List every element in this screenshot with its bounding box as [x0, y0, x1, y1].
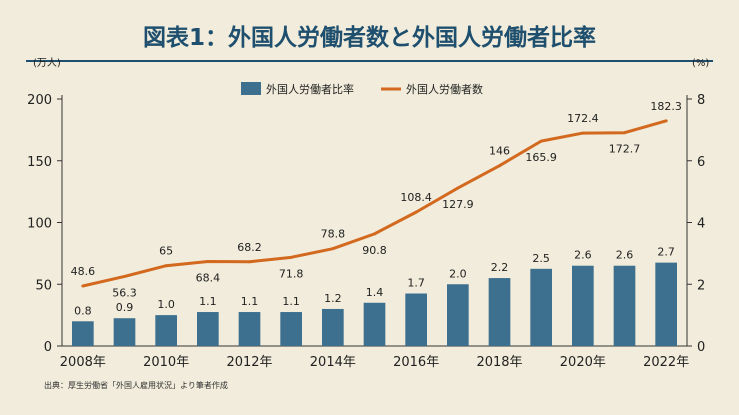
- ratio-bar: [113, 318, 136, 346]
- right-tick-label: 8: [697, 93, 705, 108]
- chart-title: 図表1：外国人労働者数と外国人労働者比率: [142, 25, 596, 51]
- workers-point: [414, 210, 418, 214]
- x-tick-label: 2018年: [476, 355, 522, 370]
- x-tick-label: 2020年: [560, 355, 606, 370]
- workers-point: [623, 131, 626, 135]
- ratio-bar: [363, 302, 386, 346]
- bar-series: [72, 262, 677, 346]
- ratio-bar-label: 0.9: [116, 301, 134, 314]
- left-axis-unit: (万人): [33, 57, 61, 69]
- chart-legend: 外国人労働者比率 外国人労働者数: [241, 82, 483, 96]
- workers-point: [539, 139, 543, 143]
- workers-point-label: 71.8: [279, 267, 304, 280]
- right-tick-label: 6: [697, 155, 705, 170]
- line-series: [81, 119, 668, 288]
- ratio-bar-label: 2.6: [574, 249, 592, 262]
- ratio-bar-label: 1.1: [241, 295, 259, 308]
- ratio-bar-label: 1.1: [199, 295, 217, 308]
- ratio-bar-label: 2.6: [616, 249, 634, 262]
- legend-swatch-ratio: [241, 82, 261, 95]
- workers-point: [123, 274, 126, 278]
- left-tick-label: 0: [44, 340, 52, 355]
- workers-point-label: 68.2: [237, 241, 262, 254]
- ratio-bar: [447, 284, 469, 346]
- bar-labels: 0.8 0.9 1.0 1.1 1.1 1.1 1.2 1.4 1.7 2.0 2.2 2.5 2.6 2…: [74, 246, 675, 318]
- left-tick-label: 50: [35, 278, 52, 293]
- ratio-bar: [155, 315, 177, 346]
- ratio-bar: [613, 265, 636, 346]
- workers-point-label: 182.3: [650, 100, 682, 113]
- right-tick-label: 2: [697, 278, 705, 293]
- ratio-bar-label: 2.0: [449, 267, 467, 280]
- ratio-bar-label: 1.1: [282, 295, 300, 308]
- ratio-bar: [572, 265, 594, 346]
- ratio-bar: [655, 262, 677, 346]
- ratio-bar: [488, 278, 511, 346]
- x-tick-label: 2014年: [310, 355, 356, 370]
- right-axis-unit: (%): [692, 58, 709, 69]
- ratio-bar: [405, 293, 427, 346]
- legend-label-ratio: 外国人労働者比率: [266, 82, 354, 96]
- workers-point: [289, 255, 293, 259]
- legend-label-workers: 外国人労働者数: [406, 82, 483, 96]
- ratio-bar-label: 2.5: [532, 252, 550, 265]
- ratio-bar: [322, 308, 344, 346]
- ratio-bar-label: 2.7: [657, 246, 675, 259]
- x-tick-label: 2010年: [143, 355, 189, 370]
- workers-point-label: 90.8: [362, 244, 387, 257]
- workers-point-label: 48.6: [71, 265, 96, 278]
- ratio-bar-label: 1.7: [407, 277, 425, 290]
- workers-point-label: 127.9: [442, 198, 474, 211]
- workers-point-label: 172.4: [567, 112, 599, 125]
- workers-point: [331, 247, 335, 251]
- workers-point-label: 68.4: [196, 272, 221, 285]
- workers-point: [456, 186, 460, 190]
- ratio-bar: [530, 268, 552, 346]
- workers-point: [248, 260, 251, 264]
- title-divider: [26, 60, 713, 62]
- x-tick-label: 2008年: [60, 355, 106, 370]
- x-tick-label: 2022年: [643, 355, 689, 370]
- workers-point: [206, 260, 210, 264]
- right-tick-label: 0: [697, 340, 705, 355]
- workers-point-label: 146: [489, 145, 510, 158]
- workers-point: [581, 131, 585, 135]
- workers-point-label: 172.7: [609, 143, 641, 156]
- ratio-bar: [238, 312, 261, 346]
- left-tick-label: 200: [27, 93, 52, 108]
- workers-point: [498, 164, 501, 168]
- ratio-bar: [280, 312, 302, 346]
- left-tick-label: 100: [27, 217, 52, 232]
- workers-point-label: 65: [159, 245, 173, 258]
- ratio-bar-label: 2.2: [491, 261, 509, 274]
- workers-point: [664, 119, 668, 123]
- workers-point-label: 108.4: [400, 191, 432, 204]
- workers-point: [164, 264, 168, 268]
- workers-point-label: 165.9: [525, 151, 557, 164]
- workers-point: [81, 284, 85, 288]
- ratio-bar-label: 1.0: [157, 298, 175, 311]
- workers-point-label: 78.8: [321, 228, 346, 241]
- ratio-bar-label: 0.8: [74, 304, 92, 317]
- ratio-bar: [72, 321, 94, 346]
- ratio-bar: [197, 312, 219, 346]
- ratio-bar-label: 1.4: [366, 286, 384, 299]
- workers-point: [373, 232, 376, 236]
- source-note: 出典：厚生労働省「外国人雇用状況」より筆者作成: [44, 381, 228, 390]
- line-labels: 48.6 56.3 65 68.4 68.2 71.8 78.8 90.8 108.4 127.9…: [71, 100, 682, 300]
- left-tick-label: 150: [27, 155, 52, 170]
- x-tick-label: 2012年: [226, 355, 272, 370]
- ratio-bar-label: 1.2: [324, 292, 342, 305]
- workers-point-label: 56.3: [112, 286, 137, 299]
- x-tick-label: 2016年: [393, 355, 439, 370]
- right-tick-label: 4: [697, 217, 705, 232]
